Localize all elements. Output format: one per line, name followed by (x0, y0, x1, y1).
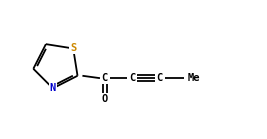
Text: C: C (102, 73, 108, 83)
Text: C: C (157, 73, 163, 83)
Text: Me: Me (187, 73, 200, 83)
Text: N: N (50, 83, 56, 93)
Text: S: S (70, 44, 76, 54)
Text: C: C (129, 73, 135, 83)
Text: O: O (102, 94, 108, 104)
